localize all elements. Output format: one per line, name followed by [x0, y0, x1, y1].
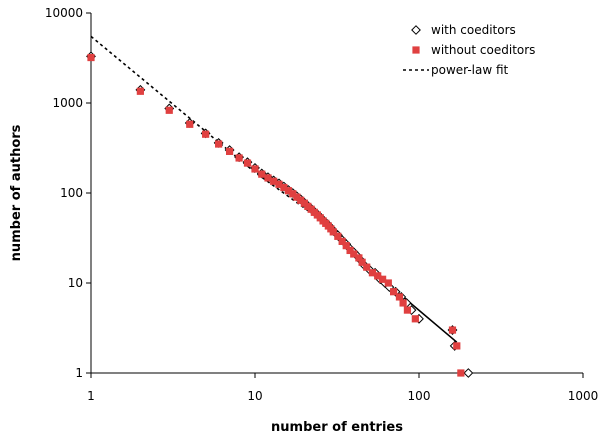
without-coeditors-point	[202, 130, 210, 138]
legend: with coeditors without coeditors power-law…	[403, 23, 535, 77]
without-coeditors-point	[329, 228, 337, 236]
without-coeditors-point	[358, 258, 366, 266]
without-coeditors-point	[264, 174, 272, 182]
without-coeditors-point	[338, 237, 346, 245]
without-coeditors-point	[270, 177, 278, 185]
without-coeditors-point	[165, 106, 173, 114]
without-coeditors-point	[293, 193, 301, 201]
without-coeditors-point	[411, 315, 419, 323]
without-coeditors-point	[346, 246, 354, 255]
without-coeditors-point	[399, 299, 407, 307]
without-coeditors-point	[368, 269, 377, 277]
x-tick-label: 1	[87, 389, 95, 403]
without-coeditors-point	[284, 187, 293, 195]
without-coeditors-point	[384, 279, 392, 287]
x-tick-label: 1000	[568, 389, 599, 403]
with-coeditors-point	[463, 368, 474, 378]
without-coeditors-point	[186, 120, 194, 128]
without-coeditors-point	[342, 242, 350, 250]
y-axis-title: number of authors	[9, 124, 24, 261]
without-coeditors-point	[350, 250, 358, 258]
x-axis-ticks: 1 10 100 1000	[87, 373, 598, 403]
without-coeditors-point	[280, 183, 288, 192]
without-coeditors-point	[297, 196, 305, 204]
legend-label-without-coeditors: without coeditors	[431, 43, 535, 57]
without-coeditors-point	[448, 326, 457, 334]
plot-area	[90, 13, 583, 374]
y-axis-ticks: 1 10 100 1000 10000	[45, 6, 91, 380]
y-tick-label: 1	[75, 366, 83, 380]
without-coeditors-point	[363, 263, 371, 271]
without-coeditors-point	[258, 170, 266, 178]
without-coeditors-point	[251, 165, 259, 173]
y-tick-label: 10000	[45, 6, 83, 20]
without-coeditors-point	[457, 369, 465, 377]
y-tick-label: 100	[60, 186, 83, 200]
without-coeditors-point	[389, 288, 398, 296]
x-tick-label: 100	[408, 389, 431, 403]
y-tick-label: 1000	[52, 96, 83, 110]
legend-label-with-coeditors: with coeditors	[431, 23, 516, 37]
without-coeditors-point	[275, 180, 283, 188]
without-coeditors-point	[374, 272, 382, 280]
without-coeditors-point	[395, 293, 404, 301]
without-coeditors-point	[225, 147, 234, 155]
without-coeditors-point	[235, 154, 243, 162]
without-coeditors-point	[87, 53, 95, 62]
without-coeditors-point	[379, 275, 387, 283]
without-coeditors-point	[453, 342, 461, 350]
without-coeditors-point	[334, 232, 342, 240]
data-points	[86, 51, 474, 378]
without-coeditors-point	[289, 190, 297, 198]
without-coeditors-point	[243, 159, 252, 167]
without-coeditors-point	[403, 306, 412, 314]
without-coeditors-point	[355, 254, 363, 262]
legend-label-power-law-fit: power-law fit	[431, 63, 509, 77]
without-coeditors-point	[215, 140, 223, 148]
y-tick-label: 10	[68, 276, 83, 290]
legend-without-coeditors-marker	[412, 46, 420, 54]
legend-with-coeditors-marker	[411, 25, 421, 35]
without-coeditors-point	[136, 87, 144, 95]
x-tick-label: 10	[247, 389, 262, 403]
x-axis-title: number of entries	[271, 420, 403, 435]
